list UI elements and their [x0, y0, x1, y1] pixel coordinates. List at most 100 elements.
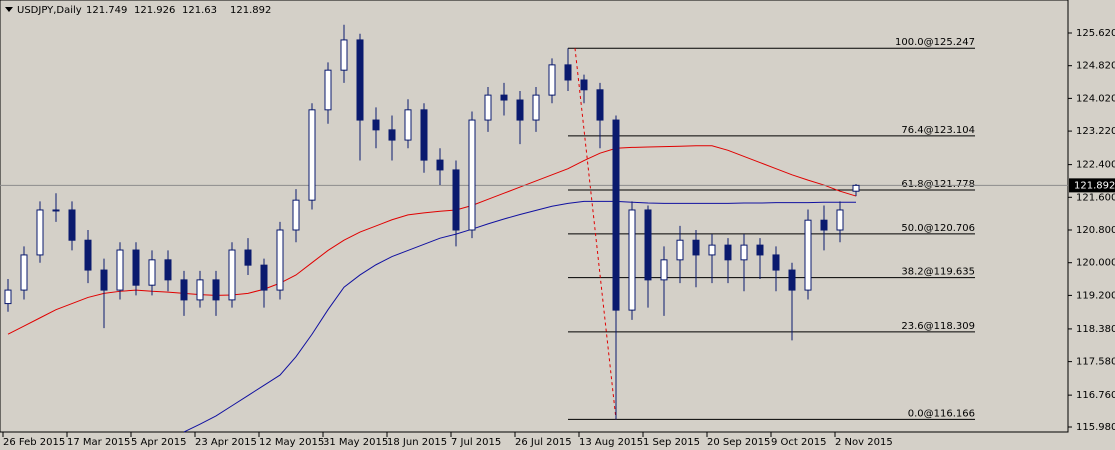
- candle-body: [468, 119, 476, 231]
- candle-body: [500, 94, 508, 101]
- x-tick-label: 2 Nov 2015: [835, 437, 893, 448]
- y-tick-label: 115.980: [1076, 422, 1115, 433]
- candle-body: [324, 69, 332, 111]
- x-tick-label: 18 Jun 2015: [387, 437, 447, 448]
- candle-body: [436, 159, 444, 171]
- candle-body: [164, 259, 172, 281]
- candle-body: [676, 239, 684, 261]
- candle-body: [596, 89, 604, 121]
- candle-body: [4, 289, 12, 305]
- candle-body: [276, 229, 284, 291]
- candle-body: [532, 94, 540, 121]
- candle-body: [52, 209, 60, 212]
- candle-body: [180, 279, 188, 301]
- candle-body: [852, 184, 860, 192]
- y-tick-label: 123.220: [1076, 126, 1115, 137]
- candle-body: [740, 244, 748, 261]
- fib-label: 61.8@121.778: [901, 179, 975, 190]
- chart-title: USDJPY,Daily: [17, 5, 82, 16]
- candle-body: [340, 39, 348, 71]
- y-tick-label: 116.760: [1076, 390, 1115, 401]
- candle-body: [132, 249, 140, 286]
- candle-body: [452, 169, 460, 231]
- menu-triangle: [5, 7, 13, 12]
- x-tick-label: 12 May 2015: [259, 437, 324, 448]
- candle-body: [580, 79, 588, 91]
- candle-body: [212, 279, 220, 301]
- candle-body: [372, 119, 380, 131]
- candle-body: [516, 99, 524, 121]
- candle-body: [564, 64, 572, 81]
- candle-body: [68, 209, 76, 241]
- candle-body: [292, 199, 300, 231]
- y-tick-label: 125.620: [1076, 28, 1115, 39]
- y-tick-label: 121.600: [1076, 192, 1115, 203]
- candle-body: [612, 119, 620, 311]
- candle-body: [36, 209, 44, 256]
- candle-body: [100, 269, 108, 291]
- x-tick-label: 26 Jul 2015: [515, 437, 572, 448]
- candle-body: [308, 109, 316, 201]
- candle-body: [804, 219, 812, 291]
- fib-label: 0.0@116.166: [908, 408, 975, 419]
- candle-body: [692, 239, 700, 256]
- candle-body: [84, 239, 92, 271]
- candle-body: [148, 259, 156, 286]
- y-tick-label: 119.200: [1076, 290, 1115, 301]
- y-tick-label: 124.820: [1076, 61, 1115, 72]
- x-tick-label: 7 Jul 2015: [451, 437, 501, 448]
- x-tick-label: 1 Sep 2015: [643, 437, 700, 448]
- x-tick-label: 17 Mar 2015: [67, 437, 130, 448]
- fib-label: 38.2@119.635: [901, 267, 975, 278]
- candle-body: [420, 109, 428, 161]
- price-tag: [1069, 178, 1115, 193]
- candle-body: [260, 264, 268, 291]
- candle-body: [756, 244, 764, 256]
- fib-label: 100.0@125.247: [895, 37, 975, 48]
- y-tick-label: 122.400: [1076, 160, 1115, 171]
- candle-body: [788, 269, 796, 291]
- candle-body: [772, 254, 780, 271]
- candle-body: [820, 219, 828, 231]
- candle-body: [548, 64, 556, 96]
- candle-body: [356, 39, 364, 121]
- candle-body: [244, 249, 252, 266]
- y-tick-label: 120.000: [1076, 258, 1115, 269]
- x-tick-label: 23 Apr 2015: [195, 437, 257, 448]
- y-tick-label: 118.380: [1076, 324, 1115, 335]
- x-tick-label: 9 Oct 2015: [771, 437, 826, 448]
- x-tick-label: 31 May 2015: [323, 437, 388, 448]
- candle-body: [660, 259, 668, 281]
- y-tick-label: 120.800: [1076, 225, 1115, 236]
- candle-body: [724, 244, 732, 261]
- candle-body: [116, 249, 124, 291]
- header-open: 121.749: [86, 5, 127, 16]
- fib-label: 23.6@118.309: [901, 321, 975, 332]
- candle-body: [644, 209, 652, 281]
- moving-average: [7, 145, 857, 335]
- x-tick-label: 26 Feb 2015: [3, 437, 65, 448]
- fib-trend: [574, 48, 617, 420]
- header-close: 121.892: [230, 5, 271, 16]
- candle-body: [628, 209, 636, 311]
- x-tick-label: 5 Apr 2015: [131, 437, 186, 448]
- candle-body: [836, 209, 844, 231]
- y-tick-label: 124.020: [1076, 93, 1115, 104]
- y-tick-label: 117.580: [1076, 357, 1115, 368]
- candle-body: [404, 109, 412, 141]
- candle-body: [388, 129, 396, 141]
- candle-body: [20, 254, 28, 291]
- price-tag-label: 121.892: [1074, 180, 1115, 191]
- candle-body: [228, 249, 236, 301]
- moving-average: [183, 200, 856, 433]
- header-high: 121.926: [134, 5, 175, 16]
- x-tick-label: 20 Sep 2015: [707, 437, 770, 448]
- candle-body: [196, 279, 204, 301]
- x-tick-label: 13 Aug 2015: [579, 437, 643, 448]
- candle-body: [708, 244, 716, 256]
- fib-label: 50.0@120.706: [901, 223, 975, 234]
- fib-label: 76.4@123.104: [901, 125, 975, 136]
- header-low: 121.63: [182, 5, 217, 16]
- plot-area: [0, 0, 1069, 433]
